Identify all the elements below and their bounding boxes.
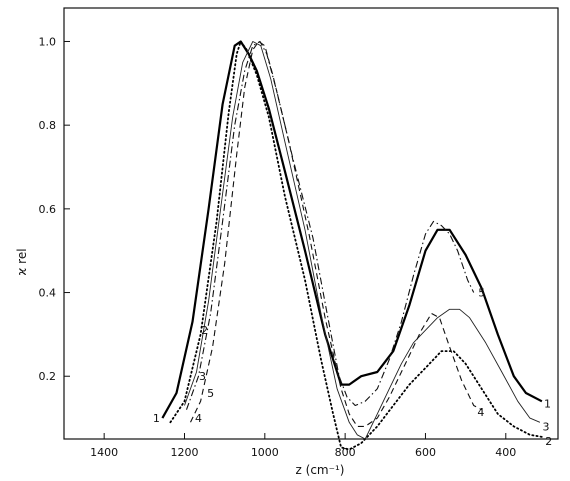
series-line-3 [184,41,541,440]
series-line-5 [185,40,475,410]
x-tick-label: 400 [495,446,516,459]
series-end-label-4: 4 [477,406,484,419]
series-label-5: 5 [207,387,214,400]
series-line-4 [190,40,482,427]
x-axis: 1400 1200 1000 800 600 400 [90,433,516,459]
y-axis-label: ϰ rel [15,248,29,275]
series-line-2 [169,40,543,451]
y-tick-label: 0.8 [39,119,57,132]
y-tick-label: 0.6 [39,203,57,216]
y-axis: 1.0 0.8 0.6 0.4 0.2 [39,35,70,383]
series-label-3: 3 [199,370,206,383]
x-tick-label: 800 [335,446,356,459]
x-tick-label: 600 [415,446,436,459]
series-line-1 [161,40,543,419]
series-label-2: 2 [201,324,208,337]
y-tick-label: 0.2 [39,370,57,383]
y-tick-label: 1.0 [39,35,57,48]
series-end-label-5: 5 [478,287,485,300]
x-axis-label: z (cm⁻¹) [296,463,345,477]
x-tick-label: 1400 [90,446,118,459]
plot-frame [63,7,559,440]
series-end-label-3: 3 [542,420,549,433]
series-end-label-2: 2 [545,435,552,448]
x-tick-label: 1200 [170,446,198,459]
series-group [161,40,543,451]
series-label-1: 1 [153,412,160,425]
series-end-label-1: 1 [544,397,551,410]
series-label-4: 4 [195,412,202,425]
x-tick-label: 1000 [251,446,279,459]
y-tick-label: 0.4 [39,287,57,300]
